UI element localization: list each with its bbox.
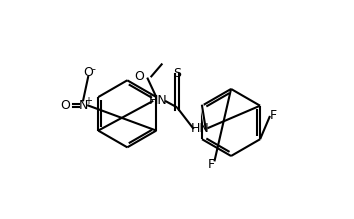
Text: S: S [173,67,181,80]
Text: -: - [91,64,95,74]
Text: O: O [60,99,70,112]
Text: O: O [84,66,93,79]
Text: HN: HN [190,122,209,136]
Text: F: F [207,158,215,171]
Text: HN: HN [149,94,168,107]
Text: +: + [84,96,92,106]
Text: N: N [78,99,88,112]
Text: F: F [270,110,277,122]
Text: O: O [135,70,145,83]
